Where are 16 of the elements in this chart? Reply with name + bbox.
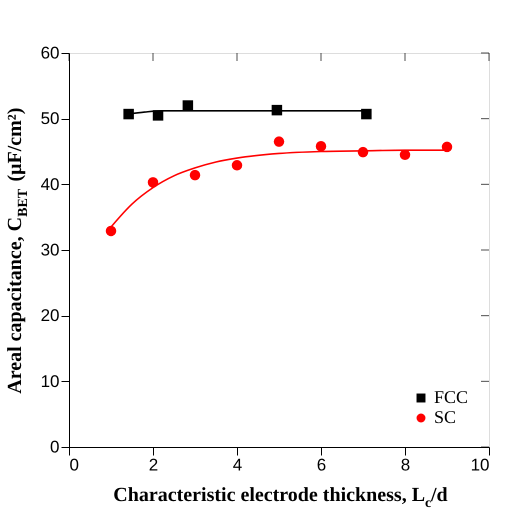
y-tick-label: 30 bbox=[40, 240, 60, 260]
y-tick-label: 0 bbox=[50, 438, 60, 456]
x-tick-label: 10 bbox=[470, 456, 490, 474]
legend-label: SC bbox=[434, 407, 456, 427]
x-tick-label: 4 bbox=[232, 456, 242, 474]
y-tick-label: 60 bbox=[40, 44, 60, 62]
y-tick-label: 10 bbox=[40, 372, 60, 391]
y-tick-label: 50 bbox=[40, 109, 60, 128]
x-tick-label: 0 bbox=[70, 456, 79, 474]
y-tick-label: 20 bbox=[40, 306, 60, 326]
legend-label: FCC bbox=[434, 387, 468, 407]
y-axis-title: Areal capacitance, CBET (μF/cm²) bbox=[4, 108, 31, 394]
x-tick-label: 2 bbox=[148, 456, 158, 474]
y-tick-label: 40 bbox=[40, 174, 60, 194]
x-tick-label: 6 bbox=[316, 456, 326, 474]
x-tick-label: 8 bbox=[400, 456, 410, 474]
